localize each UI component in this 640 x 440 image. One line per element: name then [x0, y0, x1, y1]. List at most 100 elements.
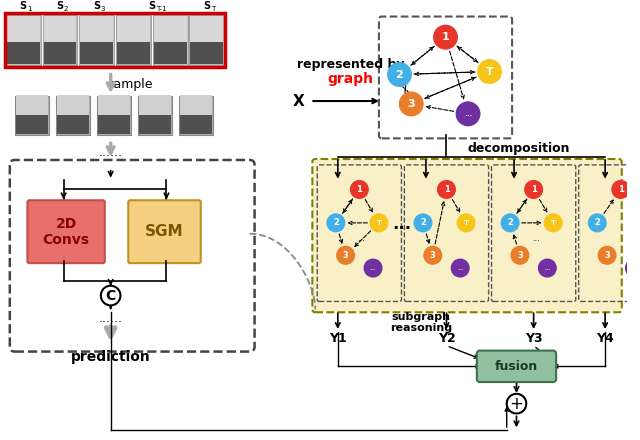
Bar	[98, 95, 130, 115]
Bar	[189, 15, 224, 65]
Text: S: S	[56, 0, 63, 11]
FancyBboxPatch shape	[312, 159, 621, 312]
Circle shape	[414, 214, 432, 232]
FancyBboxPatch shape	[28, 200, 105, 263]
Text: ...: ...	[631, 266, 637, 271]
Bar	[138, 96, 172, 136]
Bar	[57, 95, 89, 115]
Text: 2: 2	[420, 218, 426, 227]
Text: represented by: represented by	[297, 58, 404, 71]
Circle shape	[545, 214, 562, 232]
Text: T: T	[211, 6, 215, 11]
Bar	[139, 115, 172, 135]
Text: T: T	[463, 220, 468, 226]
Text: ......: ......	[99, 312, 123, 325]
Text: 1: 1	[444, 185, 449, 194]
Bar	[153, 15, 188, 65]
FancyBboxPatch shape	[477, 351, 556, 382]
Text: fusion: fusion	[495, 360, 538, 373]
Text: ...: ...	[370, 266, 376, 271]
Bar	[180, 95, 212, 115]
Circle shape	[538, 259, 556, 277]
Bar	[191, 15, 223, 42]
Text: ...: ...	[532, 234, 540, 243]
Bar	[43, 15, 77, 65]
Text: T: T	[486, 66, 493, 77]
Circle shape	[327, 214, 345, 232]
Text: decomposition: decomposition	[468, 142, 570, 155]
Text: ...: ...	[464, 111, 472, 117]
Bar	[179, 96, 214, 136]
Text: T: T	[638, 220, 640, 226]
Bar	[56, 96, 90, 136]
Text: 3: 3	[343, 251, 349, 260]
Circle shape	[507, 394, 526, 414]
Text: SGM: SGM	[145, 224, 184, 239]
Bar	[80, 15, 113, 42]
Text: Y2: Y2	[438, 332, 456, 345]
Circle shape	[478, 60, 501, 83]
Text: T: T	[550, 220, 556, 226]
Circle shape	[525, 180, 543, 198]
Bar	[97, 96, 131, 136]
Bar	[57, 115, 89, 135]
Circle shape	[399, 92, 423, 116]
Text: 2D
Convs: 2D Convs	[43, 216, 90, 247]
Bar	[7, 42, 40, 64]
Text: T-1: T-1	[156, 6, 166, 11]
Text: 2: 2	[595, 218, 600, 227]
Circle shape	[457, 214, 475, 232]
Text: 3: 3	[604, 251, 610, 260]
Circle shape	[438, 180, 455, 198]
Text: 1: 1	[531, 185, 536, 194]
Text: 2: 2	[507, 218, 513, 227]
Bar	[116, 15, 151, 65]
Text: 3: 3	[517, 251, 523, 260]
Circle shape	[632, 214, 640, 232]
Circle shape	[388, 63, 412, 86]
Text: S: S	[93, 0, 100, 11]
Circle shape	[101, 286, 120, 305]
Circle shape	[598, 246, 616, 264]
Bar	[139, 95, 172, 115]
Text: 1: 1	[618, 185, 624, 194]
Text: Y3: Y3	[525, 332, 543, 345]
Text: sample: sample	[108, 78, 153, 91]
Bar	[154, 42, 186, 64]
Text: 1: 1	[27, 6, 31, 11]
Text: 3: 3	[430, 251, 436, 260]
Circle shape	[351, 180, 368, 198]
Circle shape	[612, 180, 630, 198]
Circle shape	[364, 259, 382, 277]
Text: Y4: Y4	[596, 332, 614, 345]
Circle shape	[424, 246, 442, 264]
Bar	[154, 15, 186, 42]
Text: reasoning: reasoning	[390, 323, 452, 333]
Text: ...: ...	[357, 234, 365, 243]
Text: ...: ...	[544, 266, 550, 271]
Bar	[7, 15, 40, 42]
Bar	[98, 115, 130, 135]
Text: S: S	[20, 0, 27, 11]
Text: Y1: Y1	[329, 332, 347, 345]
Text: C: C	[106, 289, 116, 303]
Circle shape	[626, 259, 640, 277]
Bar	[80, 42, 113, 64]
Bar	[15, 96, 49, 136]
Text: 2: 2	[64, 6, 68, 11]
Bar	[191, 42, 223, 64]
Circle shape	[337, 246, 355, 264]
Text: graph: graph	[328, 73, 374, 86]
Text: 2: 2	[396, 70, 403, 80]
Bar	[44, 42, 76, 64]
Text: T: T	[376, 220, 381, 226]
Text: 1: 1	[442, 32, 449, 42]
Circle shape	[370, 214, 388, 232]
Text: +: +	[509, 395, 524, 413]
Text: 1: 1	[356, 185, 362, 194]
Text: prediction: prediction	[71, 351, 150, 364]
Circle shape	[511, 246, 529, 264]
Text: 2: 2	[333, 218, 339, 227]
Text: X: X	[292, 94, 305, 109]
Bar	[117, 15, 150, 42]
